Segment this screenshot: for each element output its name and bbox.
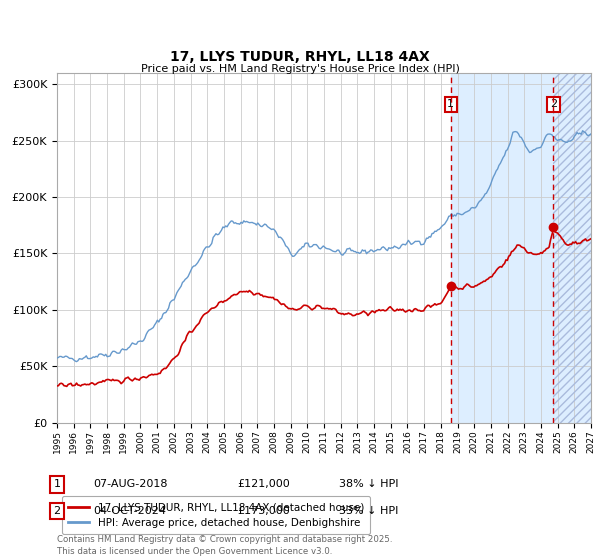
- Text: 17, LLYS TUDUR, RHYL, LL18 4AX: 17, LLYS TUDUR, RHYL, LL18 4AX: [170, 50, 430, 64]
- Text: 07-AUG-2018: 07-AUG-2018: [93, 479, 167, 489]
- Legend: 17, LLYS TUDUR, RHYL, LL18 4AX (detached house), HPI: Average price, detached ho: 17, LLYS TUDUR, RHYL, LL18 4AX (detached…: [62, 496, 370, 534]
- Text: Contains HM Land Registry data © Crown copyright and database right 2025.
This d: Contains HM Land Registry data © Crown c…: [57, 535, 392, 556]
- Text: 2: 2: [53, 506, 61, 516]
- Text: £173,000: £173,000: [237, 506, 290, 516]
- Text: 1: 1: [53, 479, 61, 489]
- Bar: [451, 73, 553, 423]
- Text: 38% ↓ HPI: 38% ↓ HPI: [339, 479, 398, 489]
- Text: £121,000: £121,000: [237, 479, 290, 489]
- Text: 04-OCT-2024: 04-OCT-2024: [93, 506, 166, 516]
- Text: 2: 2: [550, 99, 557, 109]
- Text: 33% ↓ HPI: 33% ↓ HPI: [339, 506, 398, 516]
- Text: Price paid vs. HM Land Registry's House Price Index (HPI): Price paid vs. HM Land Registry's House …: [140, 64, 460, 74]
- Bar: [553, 73, 591, 423]
- Bar: [553, 73, 591, 423]
- Text: 1: 1: [448, 99, 454, 109]
